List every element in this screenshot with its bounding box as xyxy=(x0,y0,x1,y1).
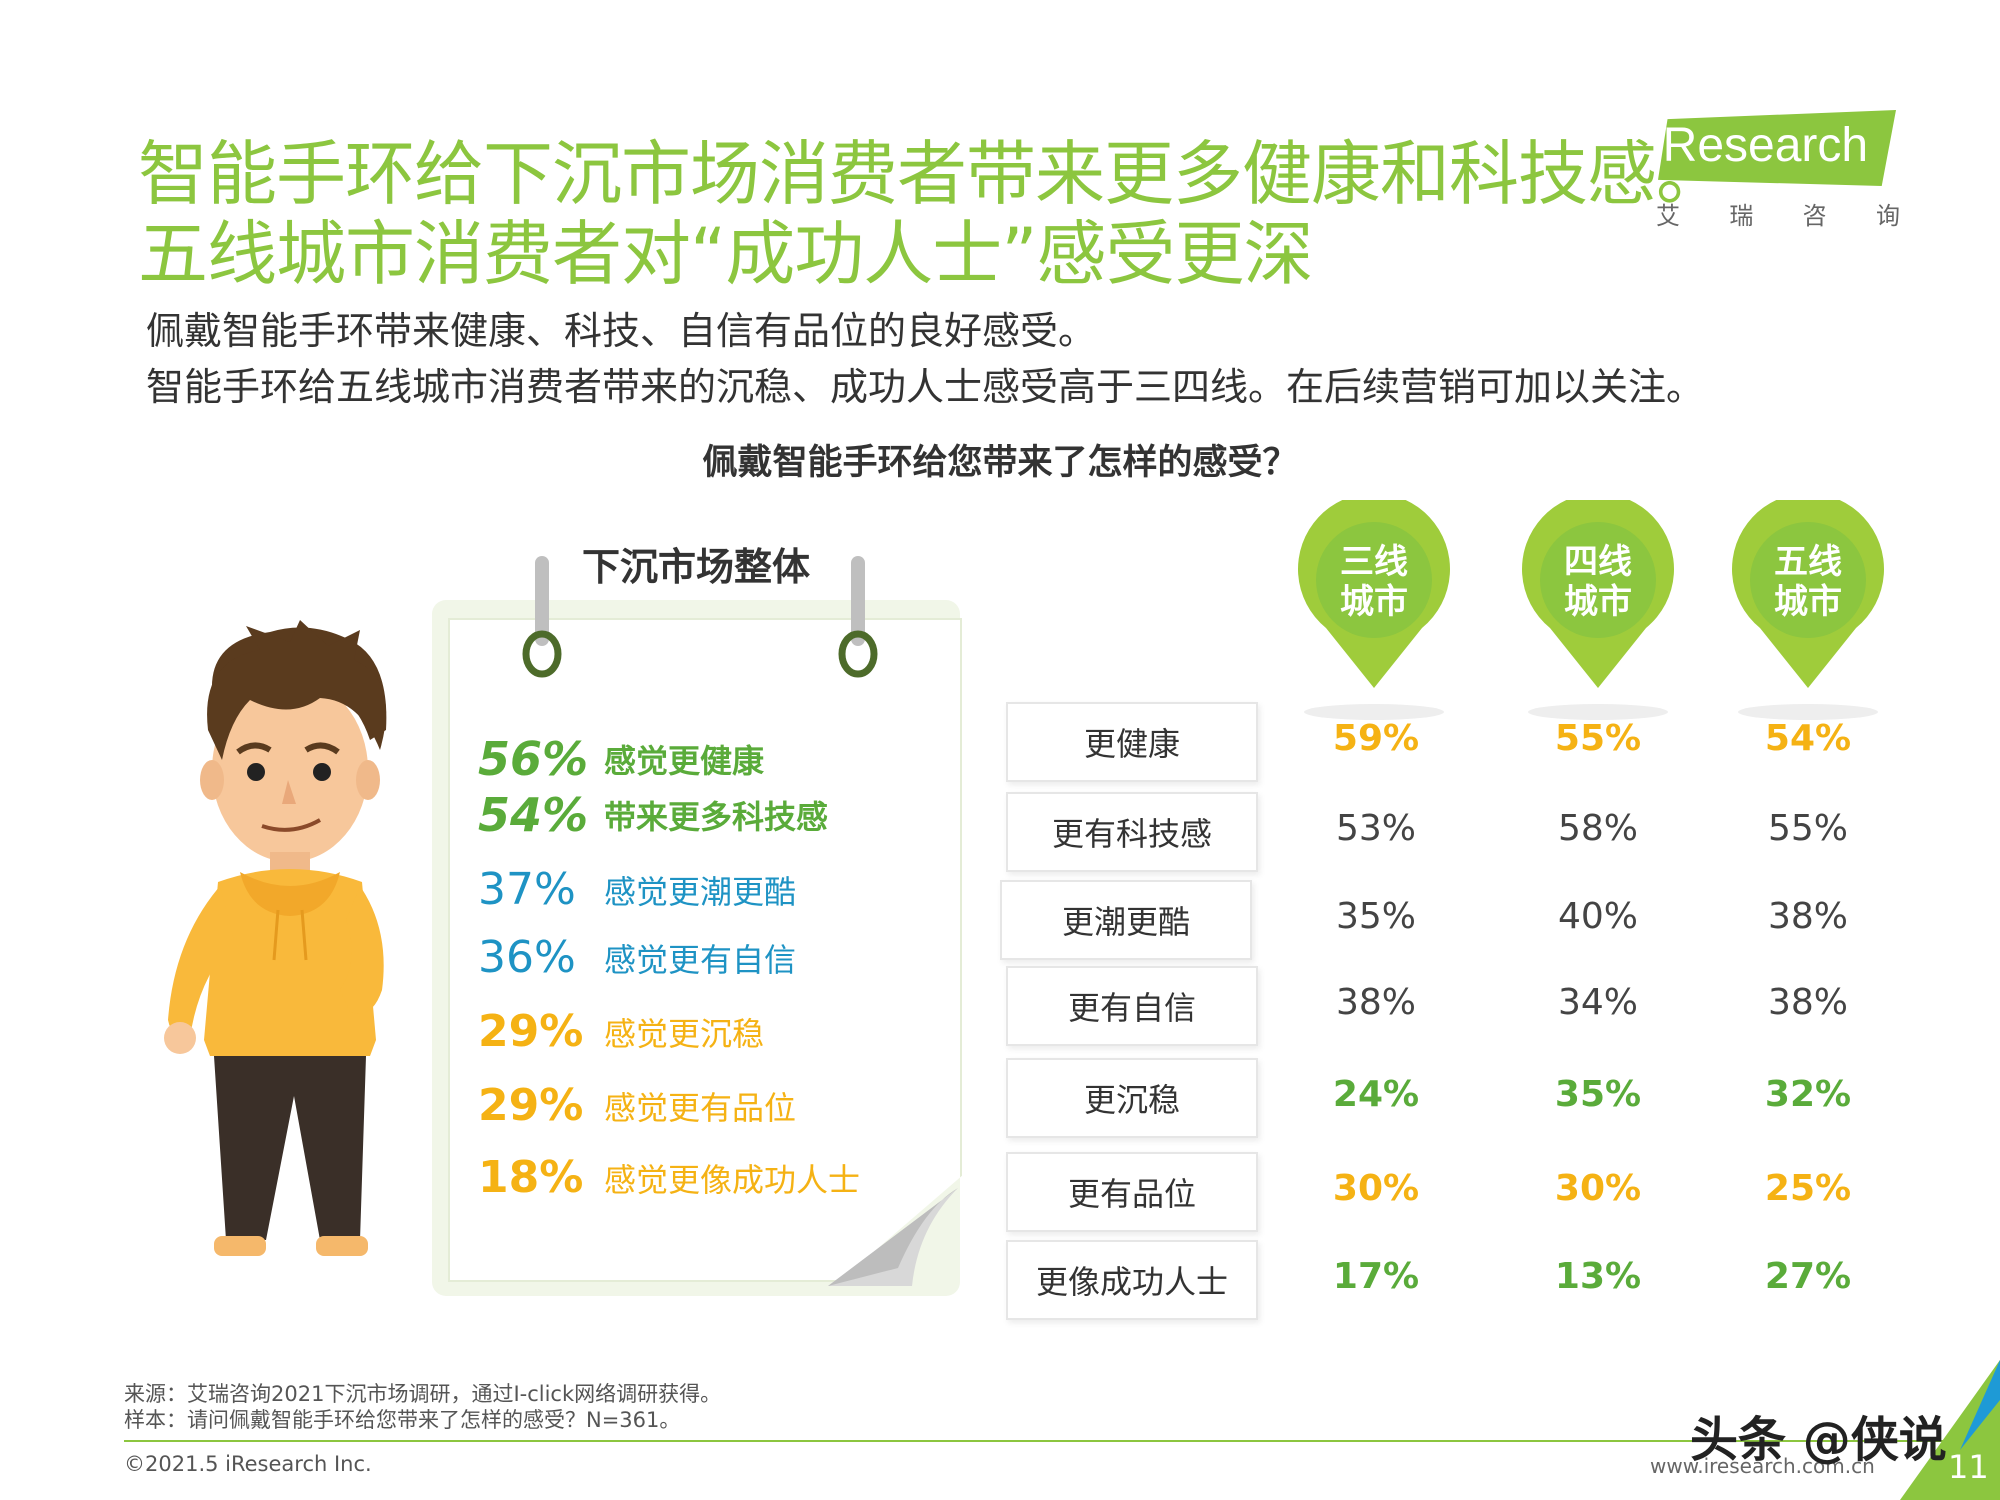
logo-char: 询 xyxy=(1875,202,1900,230)
overall-pct: 29% xyxy=(478,1006,584,1057)
pin-tier5: 五线 城市 xyxy=(1730,493,1886,720)
page-number: 11 xyxy=(1948,1448,1989,1486)
cell-tier5: 54% xyxy=(1764,718,1852,759)
map-pin-icon xyxy=(1522,493,1674,720)
footer-copyright: ©2021.5 iResearch Inc. xyxy=(124,1452,372,1476)
cell-tier3: 24% xyxy=(1332,1074,1420,1115)
iresearch-logo-badge xyxy=(1658,110,1896,186)
cell-tier4: 55% xyxy=(1554,718,1642,759)
cell-tier4: 35% xyxy=(1554,1074,1642,1115)
pin-label: 五线 城市 xyxy=(1774,542,1842,622)
cell-tier3: 53% xyxy=(1335,808,1416,849)
overall-item: 54% 带来更多科技感 xyxy=(478,788,828,844)
overall-item: 36% 感觉更有自信 xyxy=(478,932,796,988)
page-curl-icon xyxy=(828,1188,958,1286)
person-illustration xyxy=(164,620,387,1256)
row-label-successful: 更像成功人士 xyxy=(1006,1240,1258,1320)
overall-pct: 56% xyxy=(478,732,589,786)
chart-question: 佩戴智能手环给您带来了怎样的感受？ xyxy=(702,443,1298,483)
iresearch-logo-text: iResearch xyxy=(1652,119,1869,172)
corner-decoration xyxy=(1900,1360,2000,1500)
cell-tier4: 40% xyxy=(1557,896,1638,937)
binder-ring-icon xyxy=(838,556,878,678)
pin-label: 三线 城市 xyxy=(1340,542,1408,622)
overall-label: 感觉更沉稳 xyxy=(604,1014,765,1053)
notepad-card xyxy=(448,618,962,1282)
iresearch-logo-chinese: 艾 瑞 咨 询 xyxy=(1656,196,1900,231)
overall-pct: 37% xyxy=(478,864,576,915)
map-pin-icon xyxy=(1298,493,1450,720)
overall-label: 带来更多科技感 xyxy=(604,798,829,836)
row-label-taste: 更有品位 xyxy=(1006,1152,1258,1232)
watermark: 头条 @侠说 xyxy=(1690,1412,1947,1468)
footer-url: www.iresearch.com.cn xyxy=(1650,1454,1875,1478)
pin-tier3: 三线 城市 xyxy=(1296,493,1452,720)
logo-char: 瑞 xyxy=(1729,202,1754,230)
overall-item: 29% 感觉更沉稳 xyxy=(478,1006,764,1062)
overall-pct: 54% xyxy=(478,788,589,842)
source-note: 来源：艾瑞咨询2021下沉市场调研，通过I-click网络调研获得。 xyxy=(124,1382,722,1406)
cell-tier5: 32% xyxy=(1764,1074,1852,1115)
cell-tier3: 59% xyxy=(1332,718,1420,759)
page-title-line1: 智能手环给下沉市场消费者带来更多健康和科技感。 xyxy=(138,133,1726,215)
overall-pct: 18% xyxy=(478,1152,584,1203)
logo-char: 艾 xyxy=(1656,202,1680,230)
overall-item: 56% 感觉更健康 xyxy=(478,732,764,788)
cell-tier5: 25% xyxy=(1764,1168,1852,1209)
cell-tier5: 38% xyxy=(1767,896,1848,937)
cell-tier3: 38% xyxy=(1335,982,1416,1023)
cell-tier3: 30% xyxy=(1332,1168,1420,1209)
cell-tier4: 58% xyxy=(1557,808,1638,849)
page-title-line2: 五线城市消费者对“成功人士”感受更深 xyxy=(138,213,1314,295)
row-label-steady: 更沉稳 xyxy=(1006,1058,1258,1138)
cell-tier4: 30% xyxy=(1554,1168,1642,1209)
overall-pct: 36% xyxy=(478,932,576,983)
overall-label: 感觉更有品位 xyxy=(604,1088,797,1127)
row-label-confident: 更有自信 xyxy=(1006,966,1258,1046)
pin-tier4: 四线 城市 xyxy=(1520,493,1676,720)
overall-label: 感觉更潮更酷 xyxy=(604,872,797,911)
cell-tier5: 55% xyxy=(1767,808,1848,849)
row-label-healthier: 更健康 xyxy=(1006,702,1258,782)
sample-note: 样本：请问佩戴智能手环给您带来了怎样的感受？N=361。 xyxy=(124,1408,681,1432)
overall-pct: 29% xyxy=(478,1080,584,1131)
overall-label: 感觉更有自信 xyxy=(604,940,797,979)
cell-tier3: 17% xyxy=(1332,1256,1420,1297)
overall-label: 感觉更像成功人士 xyxy=(604,1160,861,1199)
cell-tier4: 34% xyxy=(1557,982,1638,1023)
overall-item: 37% 感觉更潮更酷 xyxy=(478,864,796,920)
cell-tier3: 35% xyxy=(1335,896,1416,937)
overall-label: 感觉更健康 xyxy=(604,742,765,780)
pin-label: 四线 城市 xyxy=(1564,542,1632,622)
overall-item: 18% 感觉更像成功人士 xyxy=(478,1152,860,1208)
map-pin-icon xyxy=(1732,493,1884,720)
subtitle-line2: 智能手环给五线城市消费者带来的沉稳、成功人士感受高于三四线。在后续营销可加以关注… xyxy=(146,365,1705,409)
row-label-tech: 更有科技感 xyxy=(1006,792,1258,872)
row-label-cool: 更潮更酷 xyxy=(1000,880,1252,960)
subtitle-line1: 佩戴智能手环带来健康、科技、自信有品位的良好感受。 xyxy=(146,309,1097,353)
overall-title: 下沉市场整体 xyxy=(582,545,811,589)
cell-tier5: 27% xyxy=(1764,1256,1852,1297)
cell-tier4: 13% xyxy=(1554,1256,1642,1297)
footer-divider xyxy=(124,1440,2000,1442)
binder-ring-icon xyxy=(522,556,562,678)
logo-char: 咨 xyxy=(1802,202,1827,230)
overall-item: 29% 感觉更有品位 xyxy=(478,1080,796,1136)
cell-tier5: 38% xyxy=(1767,982,1848,1023)
